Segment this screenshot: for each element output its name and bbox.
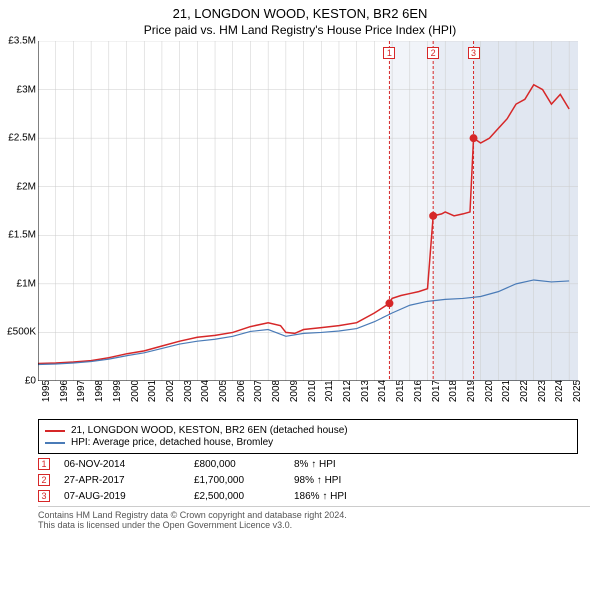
y-tick-label: £500K: [7, 327, 36, 338]
chart-area: £0£500K£1M£1.5M£2M£2.5M£3M£3.5M 19951996…: [38, 41, 598, 411]
x-tick-label: 2009: [289, 380, 300, 402]
x-tick-label: 2000: [130, 380, 141, 402]
x-tick-label: 2005: [218, 380, 229, 402]
x-tick-label: 2010: [307, 380, 318, 402]
legend-swatch: [45, 442, 65, 444]
x-tick-label: 2015: [395, 380, 406, 402]
events-table: 1 06-NOV-2014£800,0008% ↑ HPI 2 27-APR-2017…: [38, 458, 590, 502]
chart-title: 21, LONGDON WOOD, KESTON, BR2 6EN: [0, 0, 600, 23]
event-marker-2: 2: [427, 47, 439, 59]
y-tick-label: £1M: [17, 278, 36, 289]
x-tick-label: 2013: [360, 380, 371, 402]
chart-svg: [38, 41, 578, 381]
event-price: £1,700,000: [194, 475, 294, 486]
event-marker-3: 3: [468, 47, 480, 59]
x-tick-label: 1996: [59, 380, 70, 402]
legend-box: 21, LONGDON WOOD, KESTON, BR2 6EN (detac…: [38, 419, 578, 454]
x-tick-label: 2006: [236, 380, 247, 402]
x-tick-label: 2022: [519, 380, 530, 402]
y-tick-label: £3.5M: [8, 36, 36, 47]
x-tick-label: 2002: [165, 380, 176, 402]
x-tick-label: 2018: [448, 380, 459, 402]
x-tick-label: 1995: [41, 380, 52, 402]
x-tick-label: 2007: [253, 380, 264, 402]
footer-line-1: Contains HM Land Registry data © Crown c…: [38, 510, 590, 520]
y-tick-label: £0: [25, 376, 36, 387]
footer-attribution: Contains HM Land Registry data © Crown c…: [38, 506, 590, 530]
x-tick-label: 2008: [271, 380, 282, 402]
y-tick-label: £3M: [17, 84, 36, 95]
x-tick-label: 2019: [466, 380, 477, 402]
event-price: £2,500,000: [194, 491, 294, 502]
x-tick-label: 2017: [431, 380, 442, 402]
x-tick-label: 2014: [377, 380, 388, 402]
event-row: 3 07-AUG-2019£2,500,000186% ↑ HPI: [38, 490, 590, 502]
event-marker-1: 1: [383, 47, 395, 59]
legend-item: 21, LONGDON WOOD, KESTON, BR2 6EN (detac…: [45, 425, 571, 436]
legend-swatch: [45, 430, 65, 432]
event-date: 06-NOV-2014: [64, 459, 194, 470]
x-tick-label: 1997: [76, 380, 87, 402]
event-row: 2 27-APR-2017£1,700,00098% ↑ HPI: [38, 474, 590, 486]
x-tick-label: 2021: [501, 380, 512, 402]
event-price: £800,000: [194, 459, 294, 470]
y-tick-label: £2.5M: [8, 133, 36, 144]
legend-item: HPI: Average price, detached house, Brom…: [45, 437, 571, 448]
x-tick-label: 2001: [147, 380, 158, 402]
x-tick-label: 2024: [554, 380, 565, 402]
event-number-box: 1: [38, 458, 50, 470]
event-number-box: 2: [38, 474, 50, 486]
chart-subtitle: Price paid vs. HM Land Registry's House …: [0, 23, 600, 41]
x-tick-label: 1999: [112, 380, 123, 402]
x-tick-label: 2020: [484, 380, 495, 402]
event-hpi: 8% ↑ HPI: [294, 459, 336, 470]
event-number-box: 3: [38, 490, 50, 502]
footer-line-2: This data is licensed under the Open Gov…: [38, 520, 590, 530]
x-tick-label: 2025: [572, 380, 583, 402]
x-tick-label: 2004: [200, 380, 211, 402]
x-tick-label: 1998: [94, 380, 105, 402]
event-row: 1 06-NOV-2014£800,0008% ↑ HPI: [38, 458, 590, 470]
x-tick-label: 2011: [324, 380, 335, 402]
y-tick-label: £1.5M: [8, 230, 36, 241]
legend-label: 21, LONGDON WOOD, KESTON, BR2 6EN (detac…: [71, 425, 348, 436]
x-tick-label: 2016: [413, 380, 424, 402]
x-tick-label: 2012: [342, 380, 353, 402]
x-tick-label: 2023: [537, 380, 548, 402]
y-tick-label: £2M: [17, 181, 36, 192]
event-hpi: 186% ↑ HPI: [294, 491, 347, 502]
event-date: 27-APR-2017: [64, 475, 194, 486]
legend-label: HPI: Average price, detached house, Brom…: [71, 437, 273, 448]
y-axis-labels: £0£500K£1M£1.5M£2M£2.5M£3M£3.5M: [2, 41, 36, 381]
event-date: 07-AUG-2019: [64, 491, 194, 502]
x-tick-label: 2003: [183, 380, 194, 402]
event-hpi: 98% ↑ HPI: [294, 475, 341, 486]
x-axis-labels: 1995199619971998199920002001200220032004…: [38, 385, 578, 423]
